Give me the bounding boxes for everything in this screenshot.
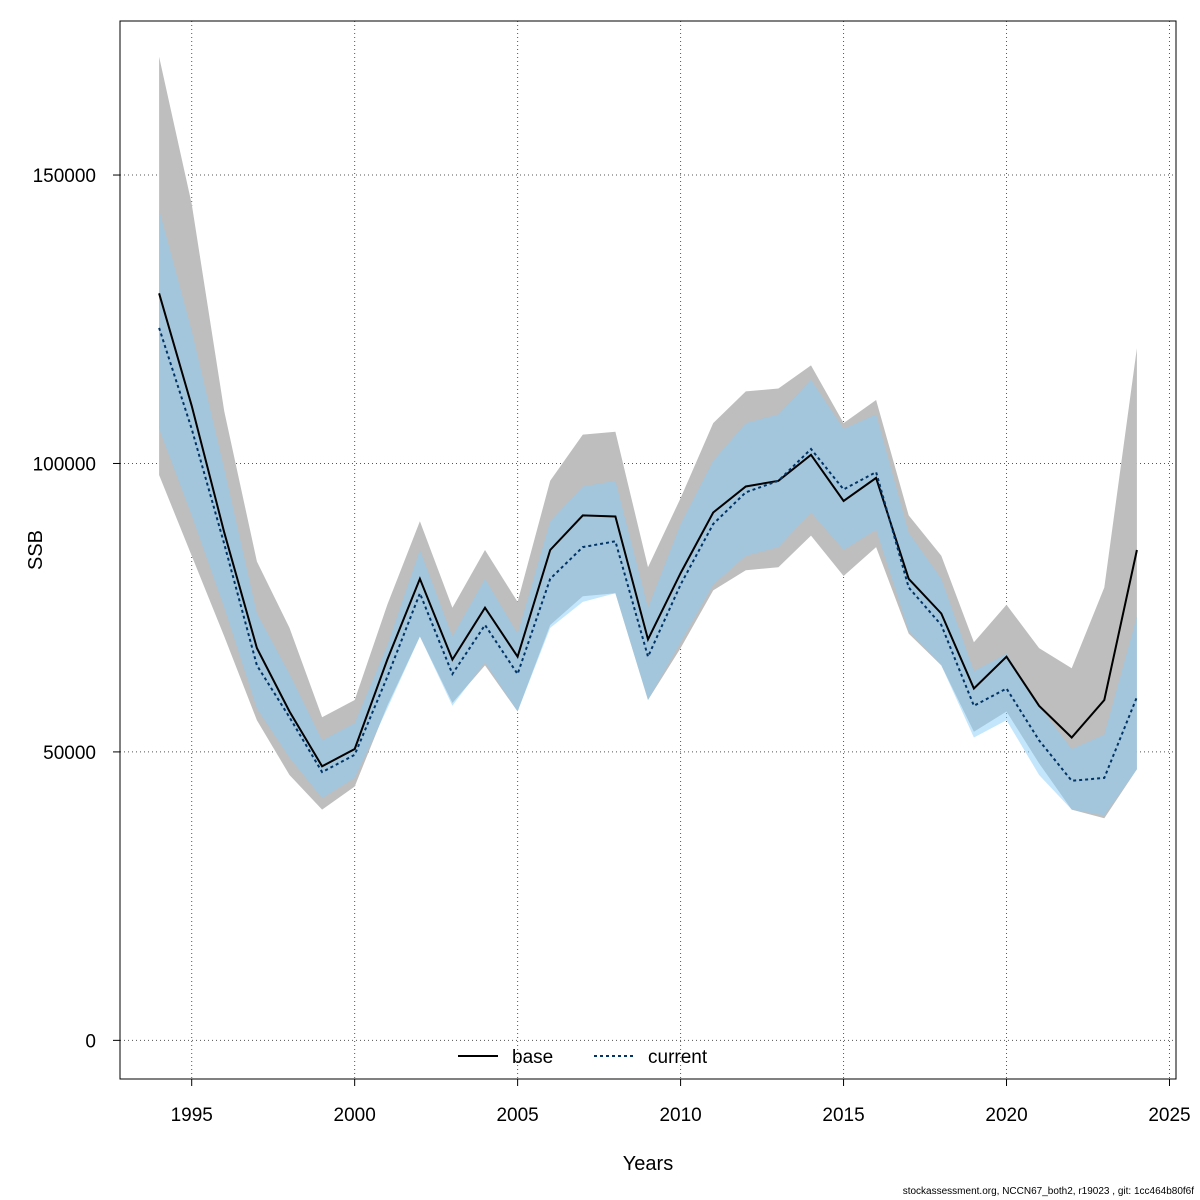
confidence-bands bbox=[159, 56, 1137, 819]
x-tick-label-2025: 2025 bbox=[1148, 1105, 1190, 1126]
legend: base current bbox=[458, 1047, 708, 1068]
x-tick-label-2020: 2020 bbox=[985, 1105, 1027, 1126]
line-current bbox=[158, 327, 1138, 782]
y-axis: 0 50000 100000 150000 bbox=[33, 166, 120, 1052]
x-axis-title: Years bbox=[623, 1153, 673, 1175]
plot-border bbox=[119, 20, 1177, 1080]
x-tick-label-2000: 2000 bbox=[334, 1105, 376, 1126]
x-axis: 1995 2000 2005 2010 2015 2020 2025 bbox=[171, 1079, 1191, 1126]
y-axis-title: SSB bbox=[25, 530, 47, 570]
legend-label-base: base bbox=[512, 1047, 553, 1068]
y-tick-label-50000: 50000 bbox=[43, 743, 96, 764]
line-base bbox=[158, 293, 1138, 768]
x-tick-label-2010: 2010 bbox=[659, 1105, 701, 1126]
y-tick-label-150000: 150000 bbox=[33, 166, 96, 187]
x-tick-label-2005: 2005 bbox=[496, 1105, 538, 1126]
x-tick-label-2015: 2015 bbox=[822, 1105, 864, 1126]
series-lines bbox=[158, 293, 1138, 782]
y-tick-label-0: 0 bbox=[85, 1031, 96, 1052]
y-tick-label-100000: 100000 bbox=[33, 454, 96, 475]
x-tick-label-1995: 1995 bbox=[171, 1105, 213, 1126]
legend-label-current: current bbox=[648, 1047, 708, 1068]
footer-text: stockassessment.org, NCCN67_both2, r1902… bbox=[902, 1186, 1194, 1197]
band-current bbox=[159, 209, 1137, 816]
